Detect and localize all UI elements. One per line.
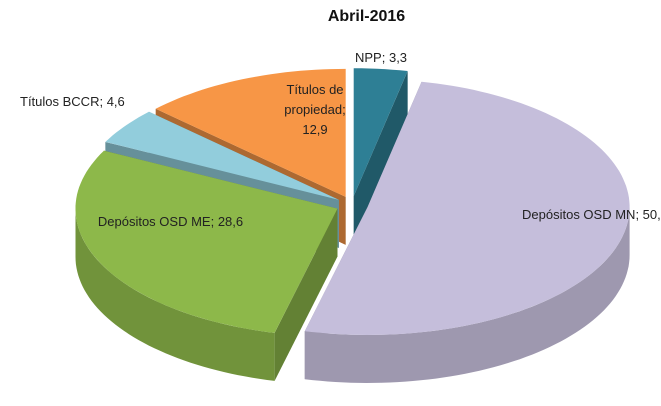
label-separator: ;	[342, 102, 350, 117]
label-name: Depósitos OSD ME	[97, 214, 211, 229]
label-separator: ;	[210, 214, 218, 229]
slice-side	[304, 207, 630, 383]
label-name: Títulos BCCR	[20, 94, 100, 109]
slice	[304, 81, 630, 335]
slice-side	[353, 70, 408, 245]
label-value: 28,6	[217, 214, 244, 229]
label-value: 4,6	[106, 94, 125, 109]
slice-side	[75, 208, 275, 381]
label-name: Depósitos OSD MN	[522, 207, 636, 222]
slice	[155, 68, 346, 197]
label-separator: ;	[381, 50, 389, 65]
slice-side	[274, 208, 338, 381]
data-label: Títulos BCCR; 4,6	[20, 92, 125, 112]
data-label: Depósitos OSD MN; 50,5	[520, 205, 661, 225]
label-separator: ;	[635, 207, 643, 222]
label-value: 3,3	[388, 50, 408, 65]
label-name: Títulos de propiedad	[284, 82, 344, 117]
chart-title: Abril-2016	[327, 8, 406, 25]
label-value: 12,9	[302, 122, 328, 137]
data-label: Depósitos OSD ME; 28,6	[88, 212, 253, 232]
slice	[75, 150, 338, 333]
label-separator: ;	[99, 94, 107, 109]
label-name: NPP	[355, 50, 382, 65]
data-label: Títulos de propiedad; 12,9	[270, 80, 360, 140]
label-value: 50,5	[642, 207, 661, 222]
data-label: NPP; 3,3	[355, 48, 407, 68]
slice	[105, 111, 339, 200]
slice	[353, 68, 408, 197]
